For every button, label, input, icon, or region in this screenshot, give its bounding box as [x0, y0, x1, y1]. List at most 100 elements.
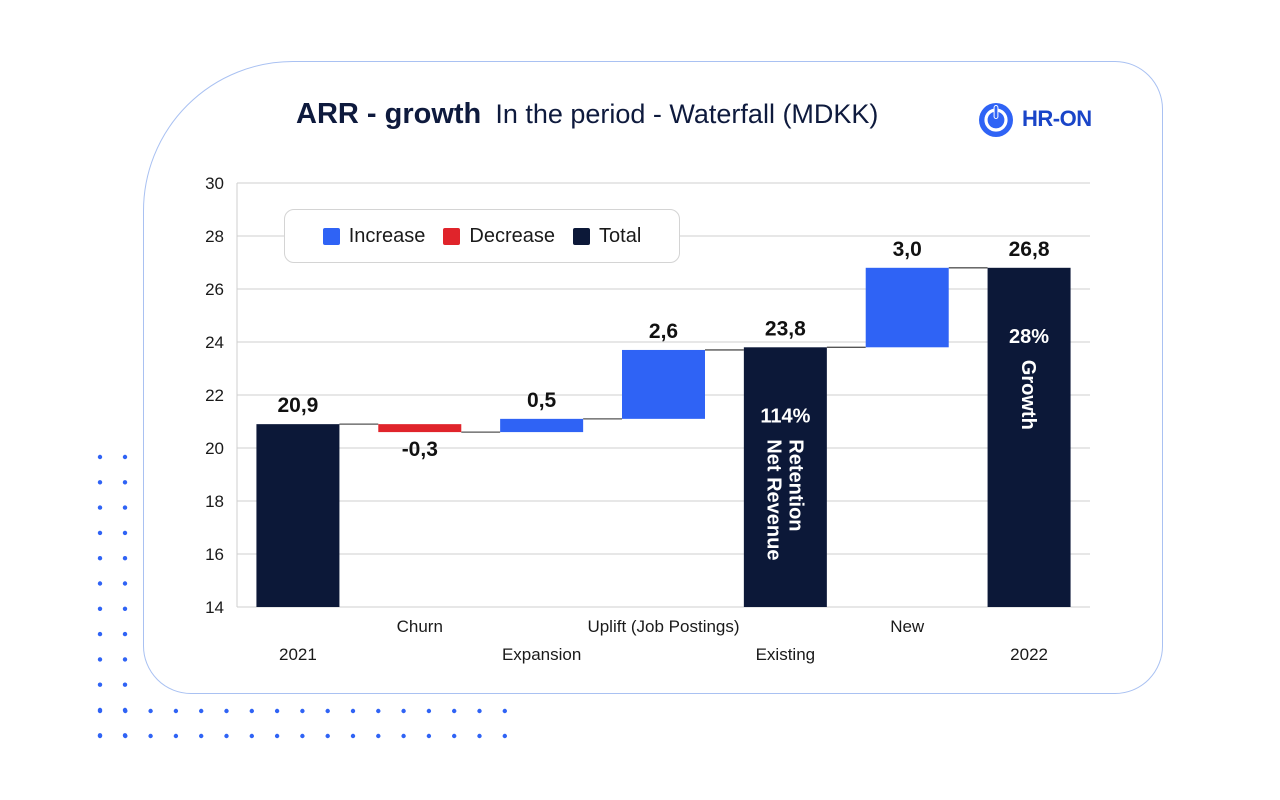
chart-title-main: ARR - growth: [296, 98, 482, 130]
decorative-dot: [350, 733, 356, 739]
decorative-dot: [274, 708, 280, 714]
decorative-dot: [300, 708, 305, 714]
x-tick-label: Uplift (Job Postings): [587, 617, 739, 636]
y-tick-label: 24: [205, 333, 224, 352]
legend-item-total: Total: [573, 225, 641, 248]
y-tick-label: 14: [205, 598, 224, 617]
decorative-dot: [249, 733, 254, 739]
annotation-value: 28%: [1009, 326, 1049, 348]
decorative-dot: [97, 505, 103, 510]
annotation-label-group: Growth: [1017, 360, 1039, 430]
decorative-dot: [148, 733, 153, 739]
decorative-dot: [173, 708, 179, 714]
legend-swatch-total: [573, 227, 591, 245]
decorative-dot: [224, 708, 229, 714]
annotation-label: Retention: [784, 439, 806, 531]
decorative-dot: [452, 733, 457, 739]
power-icon: [979, 103, 1013, 137]
decorative-dot: [477, 733, 482, 739]
bar-annotations: 114% Net Revenue Retention 28% Growth: [760, 326, 1049, 561]
legend-item-increase: Increase: [322, 224, 426, 248]
decorative-dot: [325, 708, 330, 714]
decorative-dot: [122, 454, 128, 460]
decorative-dot: [97, 708, 103, 714]
decorative-dot: [97, 581, 103, 586]
decorative-dot: [401, 733, 406, 739]
x-tick-label: 2022: [1010, 645, 1048, 664]
bar-2021: [256, 424, 340, 607]
y-tick-label: 20: [205, 439, 224, 458]
decorative-dot: [199, 708, 204, 714]
annotation-label-group: Net Revenue Retention: [762, 439, 806, 560]
decorative-dot: [249, 708, 254, 714]
decorative-dot: [97, 733, 103, 739]
decorative-dot: [122, 657, 128, 662]
decorative-dot: [97, 480, 103, 485]
value-label: 0,5: [527, 389, 557, 412]
decorative-dot: [97, 606, 103, 611]
decorative-dot: [123, 733, 128, 739]
legend-swatch-decrease: [443, 227, 461, 245]
decorative-dot: [350, 708, 356, 714]
bar-churn: [378, 424, 462, 433]
y-axis-ticks: 14 16 18 20 22 24 26 28 30: [205, 174, 224, 617]
decorative-dot: [325, 733, 330, 739]
decorative-dot: [477, 708, 482, 714]
bars: [256, 267, 1071, 607]
decorative-dot: [123, 708, 128, 714]
value-label: -0,3: [402, 438, 438, 461]
brand-logo-text: HR-ON: [1022, 106, 1092, 131]
bar-2022: [987, 267, 1071, 607]
legend-swatch-increase: [322, 227, 340, 245]
decorative-dot: [122, 480, 128, 485]
annotation-label: Net Revenue: [762, 439, 784, 560]
value-label: 3,0: [893, 238, 922, 261]
decorative-dot: [401, 708, 406, 714]
decorative-dot: [122, 682, 128, 687]
legend-item-decrease: Decrease: [443, 225, 555, 248]
decorative-dot: [122, 606, 128, 611]
chart-legend: Increase Decrease Total: [284, 209, 680, 263]
decorative-dot: [97, 556, 103, 561]
value-label: 23,8: [765, 317, 806, 340]
y-tick-label: 26: [205, 280, 224, 299]
x-tick-label: 2021: [279, 645, 317, 664]
x-tick-label: Expansion: [502, 645, 581, 664]
decorative-dot: [426, 733, 432, 739]
y-tick-label: 28: [205, 227, 224, 246]
y-tick-label: 30: [205, 174, 224, 193]
decorative-dot: [199, 733, 204, 739]
value-labels: 20,9 -0,3 0,5 2,6 23,8 3,0 26,8: [277, 238, 1049, 461]
chart-title: ARR - growth In the period - Waterfall (…: [296, 98, 878, 131]
x-tick-label: Churn: [397, 617, 443, 636]
decorative-dot: [502, 733, 507, 739]
bar-new: [865, 267, 949, 348]
decorative-dot: [300, 733, 305, 739]
decorative-dot: [426, 708, 432, 714]
decorative-dot: [97, 631, 103, 637]
y-tick-label: 22: [205, 386, 224, 405]
annotation-value: 114%: [760, 405, 810, 427]
bar-uplift-job-postings: [622, 349, 705, 419]
x-tick-label: New: [890, 617, 925, 636]
decorative-dot: [97, 657, 103, 662]
legend-label-increase: Increase: [348, 224, 426, 247]
decorative-dot: [122, 556, 128, 561]
decorative-dot: [148, 708, 153, 714]
decorative-dot: [376, 733, 381, 739]
decorative-dot: [122, 530, 128, 536]
value-label: 20,9: [277, 394, 318, 417]
value-label: 26,8: [1009, 238, 1050, 261]
chart-subtitle: In the period - Waterfall (MDKK): [495, 99, 879, 129]
decorative-dot: [122, 581, 128, 586]
brand-logo: HR-ON: [976, 99, 1092, 139]
y-tick-label: 16: [205, 545, 224, 564]
decorative-dot: [502, 708, 507, 714]
decorative-dot: [173, 733, 179, 739]
bar-expansion: [500, 418, 584, 433]
x-axis-ticks: 2021 Churn Expansion Uplift (Job Postings) E…: [279, 617, 1048, 664]
decorative-dot: [122, 631, 128, 637]
legend-label-total: Total: [599, 224, 642, 247]
